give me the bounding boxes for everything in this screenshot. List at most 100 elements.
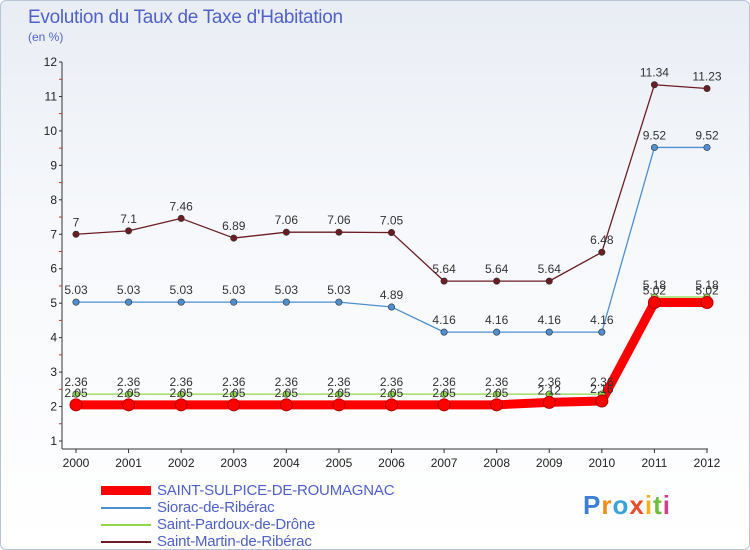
series-3-point [437,398,451,412]
series-3-point [700,295,714,309]
series-3-point [332,398,346,412]
series-3-point [542,395,556,409]
series-1-point [335,298,343,306]
series-1-point [282,298,290,306]
x-tick-label: 2006 [378,456,405,470]
series-3-point [174,398,188,412]
series-1-value-label: 4.89 [380,288,404,302]
x-tick-label: 2005 [326,456,353,470]
legend-swatch [101,541,151,543]
series-3-value-label: 2.05 [485,386,509,400]
y-tick-label: 1 [50,434,57,448]
y-tick-label: 12 [44,55,58,69]
series-1-point [440,328,448,336]
series-2-value-label: 2.36 [485,375,509,389]
y-tick-label: 3 [50,365,57,379]
series-1-value-label: 4.16 [590,313,614,327]
series-1-value-label: 5.03 [169,283,193,297]
series-2-value-label: 2.36 [380,375,404,389]
series-3-point [490,398,504,412]
series-3-point [227,398,241,412]
series-0-value-label: 6.89 [222,219,246,233]
series-2-point [72,390,80,398]
series-0-point [282,228,290,236]
legend-swatch [101,524,151,526]
series-1-value-label: 9.52 [643,128,667,142]
legend-swatch [101,486,151,495]
series-0-point [703,85,711,93]
series-0-value-label: 5.64 [485,262,509,276]
x-tick-label: 2009 [536,456,563,470]
series-3-value-label: 2.05 [64,386,88,400]
y-tick-label: 4 [50,331,57,345]
series-3-point [647,295,661,309]
series-1-point [650,143,658,151]
series-3-value-label: 2.05 [117,386,141,400]
logo-letter: x [629,490,645,520]
series-2-value-label: 2.36 [432,375,456,389]
x-tick-label: 2011 [642,456,668,470]
legend-label: SAINT-SULPICE-DE-ROUMAGNAC [157,482,395,499]
series-3-point [385,398,398,412]
logo-letter: P [583,490,602,520]
series-3-value-label: 5.02 [643,283,667,297]
series-3-value-label: 2.05 [380,386,404,400]
series-1-value-label: 4.16 [432,313,456,327]
series-1-point [545,328,553,336]
series-3-point [69,398,83,412]
series-3-value-label: 2.05 [169,386,193,400]
x-tick-label: 2000 [63,456,90,470]
series-2-value-label: 2.36 [590,375,614,389]
y-tick-label: 8 [50,193,57,207]
series-0-point [125,227,133,235]
logo-letter: r [601,490,613,520]
series-0-value-label: 7.05 [380,214,404,228]
series-2-point [125,390,133,398]
series-2-point [282,390,290,398]
series-3-point [279,398,293,412]
x-tick-label: 2010 [588,456,615,470]
legend-swatch [101,507,151,509]
series-0-value-label: 11.23 [692,70,721,84]
series-3-point [122,398,136,412]
series-3-value-label: 2.16 [590,382,614,396]
series-1-value-label: 5.03 [117,283,141,297]
series-1-point [177,298,185,306]
y-tick-label: 10 [44,124,58,138]
x-tick-label: 2012 [694,456,721,470]
series-0-value-label: 7.06 [275,213,299,227]
series-labels: 7 7.1 7.46 6.89 7.06 7.06 7.05 5.64 5.64 5.64 6.48… [64,66,722,400]
y-tick-label: 7 [50,227,57,241]
series-2-point [387,390,395,398]
series-3-value-label: 2.05 [275,386,299,400]
series-2-value-label: 2.36 [222,375,246,389]
series-2-value-label: 2.36 [538,375,562,389]
series-3-value-label: 2.12 [538,383,562,397]
x-tick-label: 2004 [273,456,300,470]
series-0-value-label: 7 [73,215,80,229]
series-1-point [125,298,133,306]
series-1-point [598,328,606,336]
y-tick-label: 2 [50,400,57,414]
y-tick-label: 11 [45,89,58,103]
series-2-value-label: 2.36 [64,375,88,389]
x-tick-label: 2003 [220,456,247,470]
y-tick-label: 5 [50,296,57,310]
chart-unit-label: (en %) [28,30,64,44]
series-1-point [493,328,501,336]
x-tick-label: 2001 [115,456,142,470]
series-0-value-label: 5.64 [538,262,562,276]
legend-label: Siorac-de-Ribérac [157,499,275,516]
series-0-point [230,234,238,242]
x-tick-label: 2002 [168,456,195,470]
series-3-point [595,394,609,408]
x-tick-label: 2008 [483,456,510,470]
series-1-value-label: 5.03 [327,283,351,297]
series-markers [69,81,714,412]
series-0-point [72,230,80,238]
series-0-point [493,277,501,285]
series-0-value-label: 7.06 [327,213,351,227]
